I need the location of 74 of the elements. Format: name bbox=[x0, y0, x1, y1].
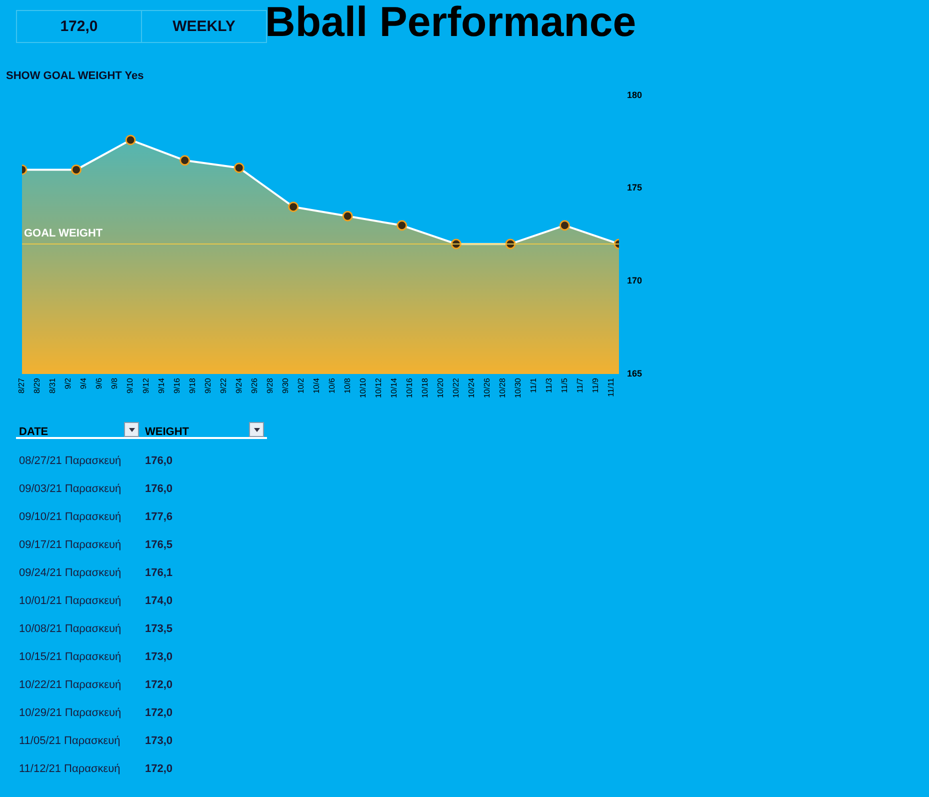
text: 172,0 bbox=[16, 10, 142, 43]
text: 176,0 bbox=[145, 455, 173, 467]
text: 10/01/21 Παρασκευή bbox=[19, 595, 122, 607]
x-tick-label: 11/7 bbox=[575, 377, 584, 393]
text: 176,0 bbox=[145, 483, 173, 495]
text: 10/15/21 Παρασκευή bbox=[19, 651, 122, 663]
x-tick-label: 9/20 bbox=[203, 377, 212, 394]
text: 11/05/21 Παρασκευή bbox=[19, 735, 120, 747]
text: 177,6 bbox=[145, 511, 173, 523]
text: 176,5 bbox=[145, 539, 173, 551]
text: 09/24/21 Παρασκευή bbox=[19, 567, 122, 579]
x-tick-label: 10/24 bbox=[466, 377, 476, 398]
text: 09/17/21 Παρασκευή bbox=[19, 539, 122, 551]
x-tick-label: 10/10 bbox=[358, 377, 368, 398]
chart-title: Bball Performance bbox=[265, 0, 636, 46]
y-tick-label: 165 bbox=[626, 368, 642, 378]
x-tick-label: 10/6 bbox=[327, 377, 336, 394]
x-tick-label: 10/4 bbox=[312, 377, 321, 394]
x-tick-label: 11/9 bbox=[590, 377, 600, 393]
text: 09/10/21 Παρασκευή bbox=[19, 511, 122, 523]
x-tick-label: 9/10 bbox=[126, 377, 135, 394]
text: 08/27/21 Παρασκευή bbox=[19, 455, 122, 467]
text: 09/03/21 Παρασκευή bbox=[19, 483, 122, 495]
x-tick-label: 10/18 bbox=[420, 377, 430, 398]
x-tick-label: 9/22 bbox=[218, 377, 228, 394]
text: 11/12/21 Παρασκευή bbox=[19, 763, 120, 775]
x-tick-label: 9/2 bbox=[64, 377, 73, 390]
x-tick-label: 11/1 bbox=[528, 377, 538, 393]
x-tick-label: 9/18 bbox=[188, 377, 197, 394]
x-tick-label: 8/27 bbox=[17, 377, 26, 394]
x-tick-label: 10/22 bbox=[451, 377, 460, 398]
x-tick-label: 10/16 bbox=[404, 377, 414, 398]
x-tick-label: 10/28 bbox=[498, 377, 507, 398]
text: 10/08/21 Παρασκευή bbox=[19, 623, 122, 635]
x-tick-label: 9/6 bbox=[94, 377, 104, 390]
text: WEEKLY bbox=[172, 18, 236, 35]
text: DATE bbox=[19, 426, 48, 438]
x-tick-label: 11/11 bbox=[606, 377, 616, 397]
text: 10/22/21 Παρασκευή bbox=[19, 679, 122, 691]
ref-line-label: GOAL WEIGHT bbox=[24, 228, 103, 240]
x-tick-label: 11/3 bbox=[544, 377, 554, 393]
x-tick-label: 9/28 bbox=[265, 377, 274, 394]
text: 172,0 bbox=[145, 707, 173, 719]
text: 173,0 bbox=[145, 651, 173, 663]
x-tick-label: 10/12 bbox=[374, 377, 383, 398]
x-tick-label: 10/20 bbox=[436, 377, 445, 398]
x-tick-label: 9/30 bbox=[280, 377, 290, 394]
text: SHOW GOAL WEIGHT Yes bbox=[6, 70, 144, 82]
x-tick-label: 8/29 bbox=[32, 377, 42, 394]
text: 173,5 bbox=[145, 623, 173, 635]
text: 10/29/21 Παρασκευή bbox=[19, 707, 122, 719]
text: 172,0 bbox=[145, 763, 173, 775]
text: 174,0 bbox=[145, 595, 173, 607]
x-tick-label: 10/26 bbox=[482, 377, 492, 398]
text: 173,0 bbox=[145, 735, 173, 747]
y-tick-label: 170 bbox=[626, 276, 642, 286]
text: WEIGHT bbox=[145, 426, 189, 438]
text: 176,1 bbox=[145, 567, 173, 579]
x-tick-label: 9/24 bbox=[234, 377, 244, 394]
x-tick-label: 9/16 bbox=[172, 377, 182, 394]
x-tick-label: 9/14 bbox=[156, 377, 166, 394]
x-tick-label: 8/31 bbox=[48, 377, 58, 394]
x-tick-label: 10/2 bbox=[296, 377, 306, 394]
x-tick-label: 10/8 bbox=[342, 377, 352, 394]
y-tick-label: 180 bbox=[626, 90, 642, 100]
text: 172,0 bbox=[145, 679, 173, 691]
x-tick-label: 10/14 bbox=[389, 377, 398, 398]
x-tick-label: 9/4 bbox=[79, 377, 88, 390]
x-tick-label: 11/5 bbox=[560, 377, 569, 393]
y-tick-label: 175 bbox=[626, 182, 642, 193]
x-tick-label: 9/8 bbox=[110, 377, 120, 390]
x-tick-label: 10/30 bbox=[513, 377, 522, 398]
x-tick-label: 9/26 bbox=[250, 377, 259, 394]
x-tick-label: 9/12 bbox=[141, 377, 150, 394]
